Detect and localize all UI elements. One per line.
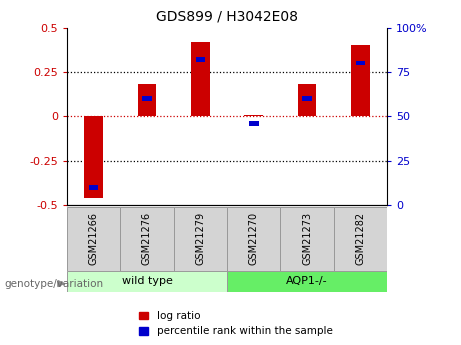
FancyBboxPatch shape <box>280 207 334 271</box>
Bar <box>191 42 210 116</box>
Text: GSM21270: GSM21270 <box>249 213 259 265</box>
Bar <box>137 85 156 116</box>
FancyBboxPatch shape <box>334 207 387 271</box>
Text: GSM21276: GSM21276 <box>142 213 152 265</box>
Text: wild type: wild type <box>122 276 172 286</box>
Bar <box>249 121 259 126</box>
Bar <box>356 61 366 65</box>
Bar <box>89 185 98 190</box>
FancyBboxPatch shape <box>227 271 387 292</box>
FancyBboxPatch shape <box>120 207 174 271</box>
FancyBboxPatch shape <box>67 207 120 271</box>
Text: GSM21266: GSM21266 <box>89 213 99 265</box>
Text: GSM21282: GSM21282 <box>355 213 366 265</box>
Bar <box>84 116 103 198</box>
Text: AQP1-/-: AQP1-/- <box>286 276 328 286</box>
Bar <box>142 97 152 101</box>
Bar <box>298 85 317 116</box>
Bar <box>244 115 263 116</box>
FancyBboxPatch shape <box>174 207 227 271</box>
Text: genotype/variation: genotype/variation <box>5 279 104 288</box>
Title: GDS899 / H3042E08: GDS899 / H3042E08 <box>156 10 298 24</box>
Bar <box>351 45 370 116</box>
Text: GSM21279: GSM21279 <box>195 213 205 265</box>
Text: GSM21273: GSM21273 <box>302 213 312 265</box>
FancyBboxPatch shape <box>227 207 280 271</box>
FancyBboxPatch shape <box>67 271 227 292</box>
Bar <box>195 57 205 62</box>
Bar <box>302 97 312 101</box>
Legend: log ratio, percentile rank within the sample: log ratio, percentile rank within the sa… <box>139 311 332 336</box>
